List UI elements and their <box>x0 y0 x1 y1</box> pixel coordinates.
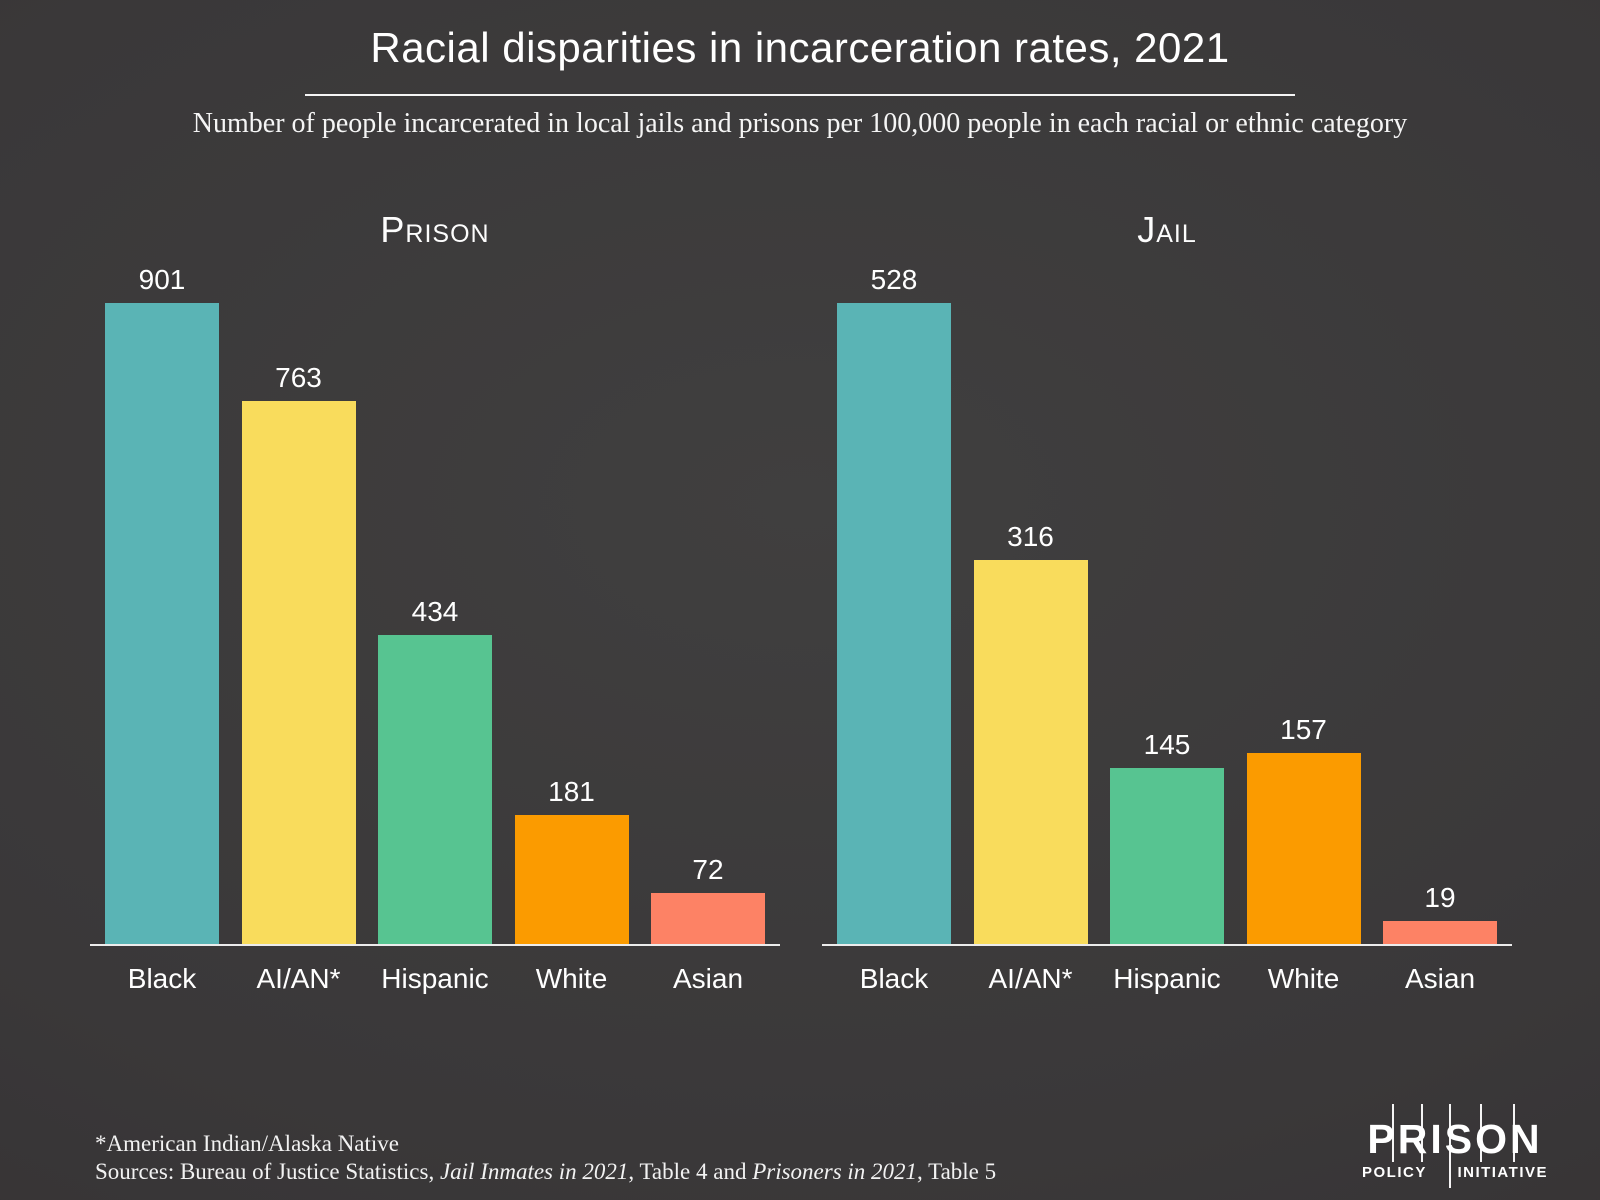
source-text: , Table 4 and <box>628 1159 753 1184</box>
bar-group-hispanic: 434 <box>378 305 492 944</box>
bar-aian <box>241 401 356 944</box>
value-label-aian: 763 <box>275 362 322 393</box>
category-label-asian: Asian <box>1404 963 1476 994</box>
prison-policy-initiative-logo: PRISON POLICY INITIATIVE <box>1362 1104 1548 1188</box>
footer: *American Indian/Alaska Native Sources: … <box>95 1130 996 1186</box>
prison-chart: Prison 901 763 434 181 72 Black AI/AN* Hispani… <box>90 205 780 1005</box>
logo-initiative-text: INITIATIVE <box>1457 1164 1548 1181</box>
bar-group-asian: 19 <box>1383 305 1497 944</box>
bar-hispanic <box>378 635 492 944</box>
source-title: Jail Inmates in 2021 <box>439 1159 629 1184</box>
prison-bars-icon <box>1512 1104 1515 1162</box>
prison-bars-icon <box>1391 1104 1394 1162</box>
category-label-black: Black <box>859 963 929 994</box>
category-label-aian: AI/AN* <box>256 963 341 994</box>
source-text: Sources: Bureau of Justice Statistics, <box>95 1159 440 1184</box>
value-label-aian: 316 <box>1007 521 1054 552</box>
prison-plot-area: 901 763 434 181 72 <box>90 264 780 946</box>
bar-group-white: 181 <box>514 305 629 944</box>
logo-subtext: POLICY INITIATIVE <box>1362 1164 1548 1181</box>
bar-group-hispanic: 145 <box>1110 305 1224 944</box>
value-label-hispanic: 434 <box>411 596 459 627</box>
jail-chart-title: Jail <box>1137 209 1197 250</box>
bar-group-asian: 72 <box>651 305 765 944</box>
prison-chart-title: Prison <box>380 209 490 250</box>
bar-white <box>1246 753 1361 944</box>
category-label-hispanic: Hispanic <box>1113 963 1221 994</box>
category-label-black: Black <box>127 963 197 994</box>
bar-black <box>837 303 951 944</box>
value-label-black: 901 <box>138 264 186 295</box>
value-label-hispanic: 145 <box>1143 729 1191 760</box>
source-title: Prisoners in 2021 <box>752 1159 918 1184</box>
bar-group-aian: 763 <box>241 305 356 944</box>
category-label-white: White <box>1267 963 1340 994</box>
bar-asian <box>1383 921 1497 944</box>
jail-plot-area: 528 316 145 157 19 <box>822 264 1512 946</box>
bar-black <box>105 303 219 944</box>
source-text: , Table 5 <box>917 1159 997 1184</box>
value-label-black: 528 <box>870 264 918 295</box>
jail-category-axis: Black AI/AN* Hispanic White Asian <box>822 963 1512 995</box>
logo-policy-text: POLICY <box>1362 1164 1427 1181</box>
bar-group-white: 157 <box>1246 305 1361 944</box>
logo-prison-text: PRISON <box>1367 1116 1543 1162</box>
category-label-aian: AI/AN* <box>988 963 1073 994</box>
prison-bars-icon <box>1449 1104 1452 1188</box>
bar-white <box>514 815 629 944</box>
prison-bars-icon <box>1420 1104 1423 1162</box>
value-label-white: 181 <box>548 776 595 807</box>
prison-category-axis: Black AI/AN* Hispanic White Asian <box>90 963 780 995</box>
jail-chart: Jail 528 316 145 157 19 Black AI/AN* Hispanic W… <box>822 205 1512 1005</box>
bar-asian <box>651 893 765 944</box>
category-label-hispanic: Hispanic <box>381 963 489 994</box>
title-underline <box>305 94 1295 96</box>
value-label-asian: 19 <box>1424 882 1456 913</box>
category-label-white: White <box>535 963 608 994</box>
value-label-asian: 72 <box>692 854 724 885</box>
page-subtitle: Number of people incarcerated in local j… <box>192 108 1408 139</box>
bar-aian <box>973 560 1088 944</box>
sources-line: Sources: Bureau of Justice Statistics, J… <box>95 1158 996 1186</box>
category-label-asian: Asian <box>672 963 744 994</box>
bar-hispanic <box>1110 768 1224 944</box>
bar-group-black: 901 <box>105 264 219 944</box>
bar-group-black: 528 <box>837 264 951 944</box>
bar-group-aian: 316 <box>973 305 1088 944</box>
prison-bars-icon <box>1480 1104 1483 1162</box>
footnote: *American Indian/Alaska Native <box>95 1131 399 1156</box>
value-label-white: 157 <box>1280 714 1327 745</box>
page-title: Racial disparities in incarceration rate… <box>370 24 1230 71</box>
